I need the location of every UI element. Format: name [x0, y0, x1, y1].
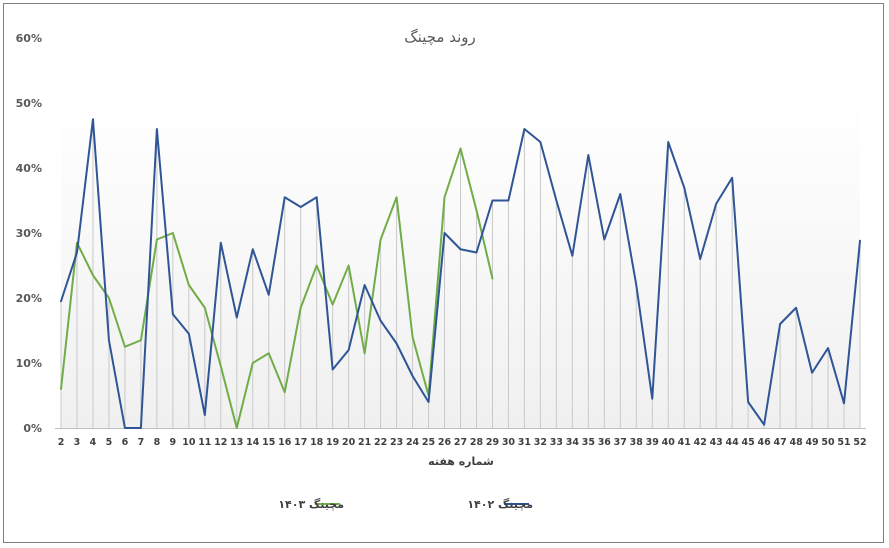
x-tick-label: 39	[646, 437, 659, 448]
x-tick-label: 52	[853, 437, 866, 448]
x-tick-label: 31	[518, 437, 531, 448]
x-tick-label: 25	[422, 437, 435, 448]
x-tick-label: 50	[821, 437, 835, 448]
x-tick-label: 15	[262, 437, 275, 448]
x-tick-label: 35	[582, 437, 595, 448]
x-tick-label: 8	[154, 437, 161, 448]
drop-lines	[60, 119, 861, 428]
x-tick-label: 32	[534, 437, 547, 448]
x-tick-label: 16	[278, 437, 292, 448]
x-tick-label: 29	[486, 437, 499, 448]
y-tick-label: 0%	[23, 422, 42, 435]
x-tick-label: 4	[90, 437, 97, 448]
x-tick-label: 14	[246, 437, 260, 448]
x-tick-label: 2	[58, 437, 65, 448]
y-tick-label: 20%	[16, 292, 42, 305]
x-tick-label: 27	[454, 437, 467, 448]
x-tick-label: 51	[837, 437, 850, 448]
x-tick-label: 36	[598, 437, 612, 448]
x-tick-label: 7	[138, 437, 145, 448]
x-tick-label: 45	[742, 437, 755, 448]
x-axis-title: شماره هفته	[428, 455, 494, 468]
x-tick-label: 38	[630, 437, 644, 448]
y-tick-label: 50%	[16, 97, 42, 110]
x-tick-label: 24	[406, 437, 420, 448]
x-tick-label: 33	[550, 437, 563, 448]
x-tick-label: 44	[726, 437, 740, 448]
x-tick-label: 41	[678, 437, 691, 448]
legend-label-1: مچینگ ۱۴۰۳	[278, 497, 344, 511]
x-tick-label: 47	[773, 437, 786, 448]
x-tick-label: 12	[214, 437, 227, 448]
x-tick-label: 19	[326, 437, 339, 448]
x-tick-label: 42	[694, 437, 707, 448]
y-tick-label: 10%	[16, 357, 42, 370]
chart-title: روند مچینگ	[404, 28, 476, 46]
legend: مچینگ ۱۴۰۳ مچینگ ۱۴۰۲	[278, 497, 533, 511]
x-tick-label: 17	[294, 437, 307, 448]
x-tick-label: 48	[789, 437, 803, 448]
x-tick-label: 21	[358, 437, 371, 448]
x-axis: 2 3 4 5 6 7 8 9 10 11 12 13 14 15 16 17 18 19 20 21 22 23 24 25…	[55, 428, 867, 448]
x-tick-label: 40	[662, 437, 676, 448]
x-tick-label: 20	[342, 437, 356, 448]
x-tick-label: 43	[710, 437, 723, 448]
x-tick-label: 5	[106, 437, 113, 448]
x-tick-label: 23	[390, 437, 403, 448]
x-tick-label: 26	[438, 437, 452, 448]
y-axis: 0% 10% 20% 30% 40% 50% 60%	[16, 32, 42, 435]
y-tick-label: 40%	[16, 162, 42, 175]
x-tick-label: 22	[374, 437, 387, 448]
series-line-2	[60, 118, 861, 429]
series-line-1	[60, 147, 494, 429]
x-tick-label: 49	[805, 437, 818, 448]
y-tick-label: 60%	[16, 32, 42, 45]
x-tick-label: 28	[470, 437, 484, 448]
x-tick-label: 37	[614, 437, 627, 448]
x-tick-label: 13	[230, 437, 243, 448]
x-tick-label: 30	[502, 437, 516, 448]
y-tick-label: 30%	[16, 227, 42, 240]
x-tick-label: 46	[758, 437, 772, 448]
x-tick-label: 18	[310, 437, 324, 448]
x-tick-label: 34	[566, 437, 580, 448]
x-tick-label: 11	[198, 437, 211, 448]
x-tick-label: 3	[74, 437, 81, 448]
x-tick-label: 10	[182, 437, 196, 448]
series-group	[60, 118, 861, 429]
x-tick-label: 9	[170, 437, 177, 448]
legend-label-2: مچینگ ۱۴۰۲	[467, 497, 533, 511]
x-tick-label: 6	[122, 437, 129, 448]
